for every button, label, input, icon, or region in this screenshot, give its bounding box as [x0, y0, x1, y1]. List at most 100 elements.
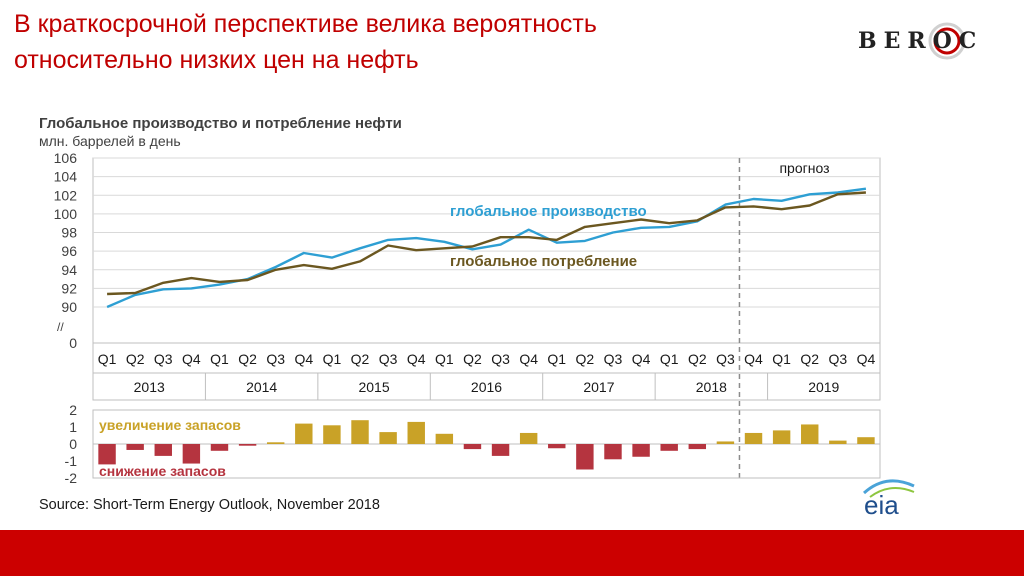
quarter-label: Q2	[351, 351, 370, 367]
stock-decrease-bar	[491, 444, 510, 456]
stock-decrease-bar	[154, 444, 172, 456]
y-tick-label: 104	[54, 169, 78, 185]
quarter-label: Q3	[154, 351, 173, 367]
stock-increase-bar	[716, 441, 735, 444]
year-label: 2013	[134, 379, 165, 395]
beroc-logo: BEROC	[858, 22, 983, 60]
stock-increase-bar	[266, 442, 285, 444]
line-panel-frame	[92, 157, 881, 344]
quarter-label: Q1	[547, 351, 566, 367]
stock-increase-bar	[857, 437, 875, 444]
quarter-label: Q2	[126, 351, 145, 367]
stock-decrease-bar	[126, 444, 144, 450]
bar-y-tick-label: 0	[69, 436, 77, 452]
production-series-label: глобальное производство	[450, 203, 647, 220]
year-label: 2018	[696, 379, 727, 395]
axis-break-mark: //	[57, 320, 64, 334]
stock-decrease-label: снижение запасов	[99, 463, 226, 479]
quarter-label: Q1	[660, 351, 679, 367]
quarter-label: Q4	[519, 351, 538, 367]
stock-increase-bar	[435, 433, 454, 444]
quarter-label: Q1	[323, 351, 342, 367]
year-label: 2017	[583, 379, 614, 395]
eia-logo-swoosh	[862, 479, 915, 495]
stock-decrease-bar	[604, 444, 622, 460]
y-tick-label: 106	[54, 150, 78, 166]
quarter-label: Q2	[576, 351, 595, 367]
year-label: 2019	[808, 379, 839, 395]
stock-decrease-bar	[210, 444, 229, 451]
y-tick-label: 94	[61, 262, 77, 278]
quarter-label: Q2	[688, 351, 707, 367]
stock-decrease-bar	[548, 444, 566, 449]
forecast-label: прогноз	[779, 160, 829, 176]
year-label: 2015	[358, 379, 389, 395]
consumption-line	[107, 191, 866, 296]
quarter-label: Q1	[98, 351, 117, 367]
y-tick-label: 98	[61, 225, 77, 241]
bar-y-tick-label: 1	[69, 419, 77, 435]
stock-decrease-bar	[463, 444, 482, 450]
stock-decrease-bar	[688, 444, 707, 450]
stock-increase-bar	[801, 424, 819, 444]
beroc-logo-mark	[928, 22, 966, 60]
quarter-label: Q1	[435, 351, 454, 367]
stock-increase-bar	[519, 432, 538, 444]
quarter-label: Q2	[463, 351, 482, 367]
source-note: Source: Short-Term Energy Outlook, Novem…	[39, 497, 380, 513]
beroc-logo-text: BEROC	[858, 28, 983, 54]
year-label: 2014	[246, 379, 277, 395]
eia-logo: eia	[862, 479, 915, 518]
quarter-label: Q3	[828, 351, 847, 367]
y-tick-label: 102	[54, 187, 78, 203]
stock-increase-bar	[744, 432, 763, 444]
stock-decrease-bar	[98, 444, 116, 465]
quarter-label: Q4	[407, 351, 426, 367]
slide-title: В краткосрочной перспективе велика вероя…	[14, 10, 597, 74]
bar-y-tick-label: -2	[65, 470, 78, 486]
stock-increase-bar	[379, 432, 397, 444]
y-axis-unit-label: млн. баррелей в день	[39, 133, 181, 149]
stock-decrease-bar	[660, 444, 678, 451]
stock-decrease-bar	[632, 444, 650, 457]
quarter-label: Q3	[604, 351, 623, 367]
footer-band	[0, 530, 1024, 576]
quarter-label: Q2	[800, 351, 819, 367]
stock-decrease-bar	[238, 444, 257, 446]
stock-increase-bar	[829, 440, 847, 444]
quarter-label: Q3	[379, 351, 398, 367]
quarter-label: Q1	[772, 351, 791, 367]
quarter-label: Q4	[182, 351, 201, 367]
bar-y-tick-label: -1	[65, 453, 78, 469]
bar-y-tick-label: 2	[69, 402, 77, 418]
quarter-label: Q3	[266, 351, 285, 367]
year-label: 2016	[471, 379, 502, 395]
y-tick-label: 96	[61, 243, 77, 259]
y-tick-label: 0	[69, 335, 77, 351]
quarter-label: Q3	[491, 351, 510, 367]
eia-logo-swoosh-2	[869, 487, 915, 498]
eia-logo-text: eia	[864, 490, 899, 518]
stock-increase-bar	[295, 423, 313, 444]
quarter-label: Q4	[857, 351, 876, 367]
quarter-label: Q1	[210, 351, 229, 367]
quarter-label: Q2	[238, 351, 257, 367]
stock-increase-bar	[323, 425, 341, 444]
stock-decrease-bar	[576, 444, 594, 470]
stock-increase-label: увеличение запасов	[99, 417, 241, 433]
category-axis-frame	[92, 342, 881, 401]
quarter-label: Q4	[294, 351, 313, 367]
quarter-label: Q4	[744, 351, 763, 367]
stock-increase-bar	[772, 430, 791, 444]
chart-title: Глобальное производство и потребление не…	[39, 115, 402, 132]
y-tick-label: 92	[61, 280, 77, 296]
stock-increase-bar	[407, 421, 425, 444]
quarter-label: Q4	[632, 351, 651, 367]
consumption-series-label: глобальное потребление	[450, 253, 637, 270]
quarter-label: Q3	[716, 351, 735, 367]
stock-decrease-bar	[182, 444, 201, 464]
stock-increase-bar	[351, 420, 369, 444]
y-tick-label: 90	[61, 299, 77, 315]
y-tick-label: 100	[54, 206, 78, 222]
